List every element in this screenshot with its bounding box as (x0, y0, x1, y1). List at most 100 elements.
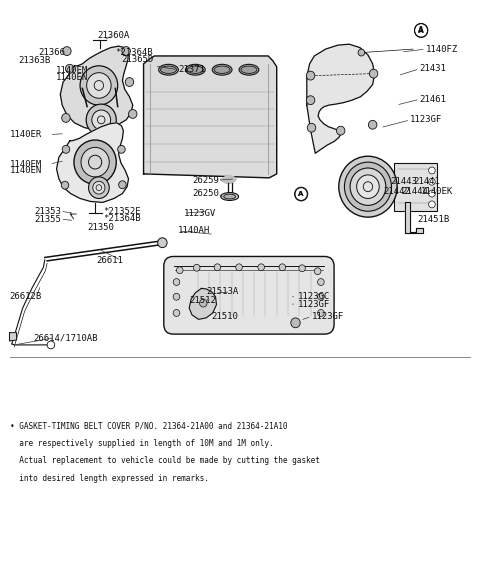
Circle shape (318, 309, 324, 316)
Text: *21352E: *21352E (104, 207, 141, 216)
Circle shape (86, 104, 116, 136)
Text: 21431: 21431 (420, 64, 446, 73)
Text: 1140AH: 1140AH (178, 226, 210, 235)
Circle shape (339, 156, 397, 217)
FancyBboxPatch shape (164, 256, 334, 334)
Circle shape (87, 73, 111, 98)
Text: A: A (419, 27, 424, 33)
Text: • GASKET-TIMING BELT COVER P/NO. 21364-21A00 and 21364-21A10: • GASKET-TIMING BELT COVER P/NO. 21364-2… (11, 421, 288, 430)
Text: 21461: 21461 (420, 95, 446, 104)
Circle shape (258, 264, 264, 271)
Circle shape (157, 238, 167, 247)
Text: 1140EK: 1140EK (421, 187, 453, 196)
Circle shape (65, 64, 74, 73)
Text: A: A (299, 191, 304, 197)
Text: 26612B: 26612B (10, 292, 42, 301)
Circle shape (306, 71, 315, 80)
Ellipse shape (214, 66, 230, 73)
Circle shape (279, 264, 286, 271)
Ellipse shape (221, 192, 239, 201)
Text: 1123GF: 1123GF (410, 115, 443, 125)
Circle shape (306, 96, 315, 105)
Text: into desired length expressed in remarks.: into desired length expressed in remarks… (11, 474, 209, 483)
Circle shape (369, 121, 377, 129)
Text: 21366: 21366 (39, 48, 66, 57)
Circle shape (122, 47, 131, 56)
Ellipse shape (241, 66, 257, 73)
Text: 21363B: 21363B (18, 56, 50, 66)
Ellipse shape (239, 64, 259, 75)
Circle shape (291, 318, 300, 328)
Circle shape (350, 168, 386, 205)
Circle shape (236, 264, 242, 271)
Circle shape (369, 69, 378, 78)
Circle shape (336, 126, 345, 135)
Text: 26259: 26259 (192, 176, 219, 185)
Circle shape (193, 264, 200, 271)
Ellipse shape (158, 64, 179, 75)
Text: 21371: 21371 (178, 66, 205, 74)
Text: *21364B: *21364B (104, 214, 141, 223)
Circle shape (314, 268, 321, 274)
Circle shape (63, 47, 71, 56)
Circle shape (62, 146, 70, 153)
Ellipse shape (160, 66, 177, 73)
Circle shape (74, 140, 116, 184)
Circle shape (61, 181, 69, 189)
Text: are respectively supplied in length of 10M and 1M only.: are respectively supplied in length of 1… (11, 439, 274, 448)
Polygon shape (57, 123, 129, 202)
Circle shape (119, 181, 126, 188)
Circle shape (318, 293, 324, 300)
Circle shape (125, 78, 134, 87)
Polygon shape (307, 44, 374, 153)
Polygon shape (405, 202, 422, 233)
Text: 1140ER: 1140ER (10, 130, 42, 139)
Text: 1140EM: 1140EM (56, 66, 88, 75)
Text: 1123GV: 1123GV (183, 209, 216, 218)
Text: 1140FZ: 1140FZ (426, 44, 458, 54)
Circle shape (92, 110, 110, 130)
Text: 1140EM: 1140EM (10, 160, 42, 168)
Ellipse shape (185, 64, 205, 75)
Circle shape (429, 201, 435, 208)
Text: Actual replacement to vehicle could be made by cutting the gasket: Actual replacement to vehicle could be m… (11, 456, 320, 466)
Ellipse shape (187, 66, 204, 73)
Circle shape (81, 147, 109, 177)
Text: 21510: 21510 (211, 312, 238, 321)
Circle shape (345, 162, 392, 211)
Text: 21451B: 21451B (418, 215, 450, 224)
Circle shape (429, 167, 435, 174)
Text: 26250: 26250 (192, 189, 219, 198)
Text: 21350: 21350 (87, 223, 114, 232)
Ellipse shape (224, 194, 236, 199)
Circle shape (93, 181, 105, 194)
Text: A: A (299, 191, 304, 197)
Polygon shape (189, 288, 216, 319)
Circle shape (214, 264, 221, 271)
Circle shape (358, 49, 365, 56)
Circle shape (177, 267, 183, 274)
Text: 21513A: 21513A (206, 287, 239, 297)
Text: 21365D: 21365D (121, 56, 154, 64)
Text: 21444: 21444 (401, 187, 428, 196)
Circle shape (200, 299, 207, 307)
Circle shape (429, 190, 435, 197)
Circle shape (357, 175, 379, 198)
Circle shape (173, 293, 180, 300)
Text: A: A (418, 26, 424, 35)
Circle shape (173, 309, 180, 316)
Ellipse shape (212, 64, 232, 75)
Text: 21442: 21442 (384, 187, 410, 196)
Text: 21360A: 21360A (97, 31, 129, 40)
Text: 1123GC: 1123GC (298, 292, 330, 301)
Circle shape (299, 265, 305, 271)
Circle shape (429, 178, 435, 185)
Circle shape (307, 123, 316, 132)
Text: *21364B: *21364B (115, 48, 153, 57)
Circle shape (47, 341, 55, 349)
Circle shape (62, 113, 70, 122)
Text: 1123GF: 1123GF (312, 312, 344, 321)
Text: 1140EN: 1140EN (56, 73, 88, 81)
Text: 26611: 26611 (96, 256, 123, 265)
Polygon shape (144, 56, 276, 178)
